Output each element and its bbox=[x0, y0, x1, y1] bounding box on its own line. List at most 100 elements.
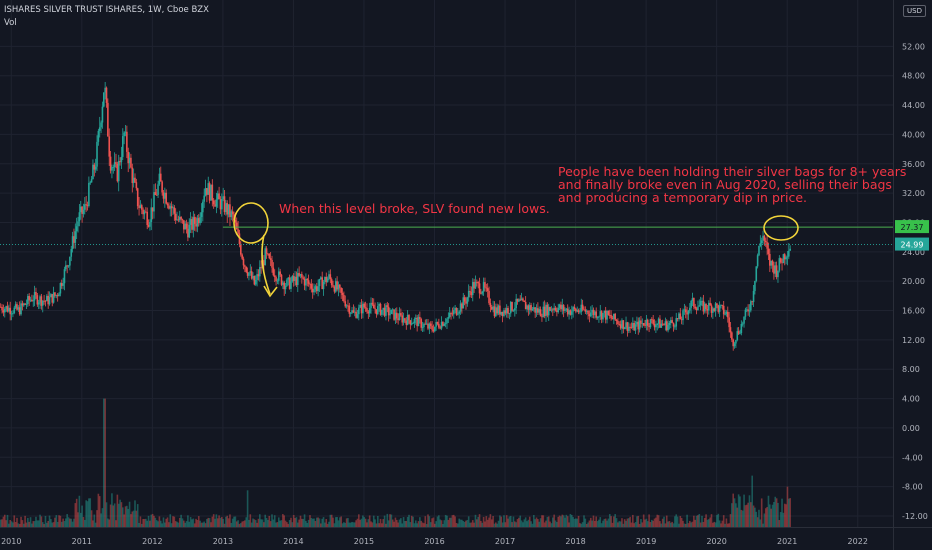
volume-bar bbox=[188, 521, 191, 527]
volume-bar bbox=[339, 517, 341, 527]
volume-bar bbox=[425, 523, 428, 527]
candle-body bbox=[51, 294, 54, 303]
candle-body bbox=[745, 309, 748, 311]
markups bbox=[233, 202, 799, 298]
candle-body bbox=[467, 290, 470, 298]
candle-body bbox=[416, 317, 418, 327]
volume-bar bbox=[627, 518, 630, 527]
volume-bar bbox=[778, 520, 781, 527]
volume-bar bbox=[725, 518, 728, 527]
candle-body bbox=[20, 303, 22, 315]
volume-bar bbox=[496, 523, 498, 527]
candle-body bbox=[782, 254, 785, 264]
candle-body bbox=[653, 323, 656, 328]
candle-body bbox=[154, 192, 157, 195]
candle-body bbox=[706, 309, 709, 311]
candle-body bbox=[302, 277, 305, 279]
volume-bar bbox=[322, 517, 325, 527]
candle-body bbox=[756, 255, 759, 267]
volume-bar bbox=[165, 518, 167, 527]
candle-body bbox=[383, 307, 386, 316]
candle-body bbox=[277, 271, 280, 281]
volume-bar bbox=[94, 522, 97, 527]
time-axis[interactable]: 2010 2011 2012 2013 2014 2015 2016 2017 2018 2019… bbox=[0, 527, 932, 547]
candle-body bbox=[207, 183, 210, 195]
candle-body bbox=[713, 308, 716, 311]
candle-body bbox=[145, 211, 147, 213]
volume-bar bbox=[381, 523, 383, 527]
volume-bar bbox=[218, 515, 220, 527]
candle-body bbox=[88, 182, 90, 207]
candle-body bbox=[564, 309, 566, 311]
candle-body bbox=[484, 282, 486, 288]
candle-body bbox=[391, 309, 394, 311]
volume-bar bbox=[457, 523, 459, 527]
volume-bar bbox=[406, 516, 409, 527]
candle-body bbox=[315, 286, 318, 292]
volume-bar bbox=[370, 521, 372, 527]
candle-body bbox=[565, 308, 568, 310]
candle-body bbox=[66, 265, 68, 267]
candle-body bbox=[321, 277, 323, 290]
volume-bar bbox=[105, 502, 108, 527]
candle-body bbox=[446, 318, 448, 324]
volume-bar bbox=[684, 523, 687, 527]
volume-bar bbox=[782, 512, 785, 527]
candle-body bbox=[203, 195, 205, 202]
price-axis-bg[interactable] bbox=[893, 0, 932, 550]
candle-body bbox=[608, 314, 611, 316]
grid bbox=[0, 0, 893, 527]
candle-body bbox=[754, 281, 756, 291]
candle-body bbox=[775, 265, 778, 278]
volume-bar bbox=[237, 520, 239, 527]
volume-bar bbox=[233, 516, 235, 527]
candle-body bbox=[169, 206, 172, 209]
volume-bar bbox=[126, 505, 128, 527]
candle-body bbox=[764, 240, 767, 243]
volume-bar bbox=[70, 518, 73, 527]
candle-body bbox=[679, 313, 682, 320]
volume-bar bbox=[576, 518, 579, 527]
volume-bar bbox=[438, 515, 440, 527]
volume-bar bbox=[358, 514, 360, 527]
volume-bar bbox=[706, 519, 709, 527]
candle-body bbox=[507, 308, 509, 314]
candle-body bbox=[309, 283, 311, 285]
candle-body bbox=[505, 308, 508, 314]
candle-body bbox=[172, 207, 174, 209]
candle-body bbox=[699, 301, 702, 306]
candle-body bbox=[427, 323, 429, 329]
volume-bar bbox=[31, 523, 33, 527]
candle-body bbox=[587, 310, 589, 315]
price-axis[interactable]: 52.0048.0044.0040.0036.0032.0028.0024.00… bbox=[893, 0, 932, 550]
volume-bar bbox=[573, 518, 576, 527]
candle-body bbox=[328, 274, 330, 279]
volume-bar bbox=[200, 522, 203, 527]
candle-body bbox=[431, 325, 433, 330]
candle-body bbox=[366, 308, 368, 312]
candle-body bbox=[126, 131, 128, 152]
volume-bar bbox=[9, 520, 12, 527]
volume-bar bbox=[234, 516, 237, 527]
volume-bar bbox=[134, 500, 136, 527]
volume-bar bbox=[177, 522, 180, 527]
candle-body bbox=[162, 192, 165, 199]
candle-body bbox=[84, 204, 86, 210]
volume-bar bbox=[296, 522, 299, 527]
candle-body bbox=[419, 316, 421, 320]
volume-bar bbox=[614, 514, 616, 527]
volume-bar bbox=[227, 518, 230, 527]
currency-button[interactable]: USD bbox=[903, 5, 926, 17]
candle-body bbox=[644, 325, 646, 327]
volume-bar bbox=[258, 514, 261, 527]
candle-body bbox=[371, 302, 374, 305]
candle-body bbox=[139, 205, 142, 208]
level-price-tag[interactable] bbox=[895, 220, 929, 234]
x-tick-label: 2020 bbox=[706, 537, 726, 546]
volume-indicator-label[interactable]: Vol bbox=[4, 18, 17, 28]
last-price-tag[interactable] bbox=[895, 237, 929, 251]
candle-body bbox=[306, 278, 309, 281]
candle-body bbox=[581, 304, 584, 310]
candle-body bbox=[0, 306, 2, 308]
